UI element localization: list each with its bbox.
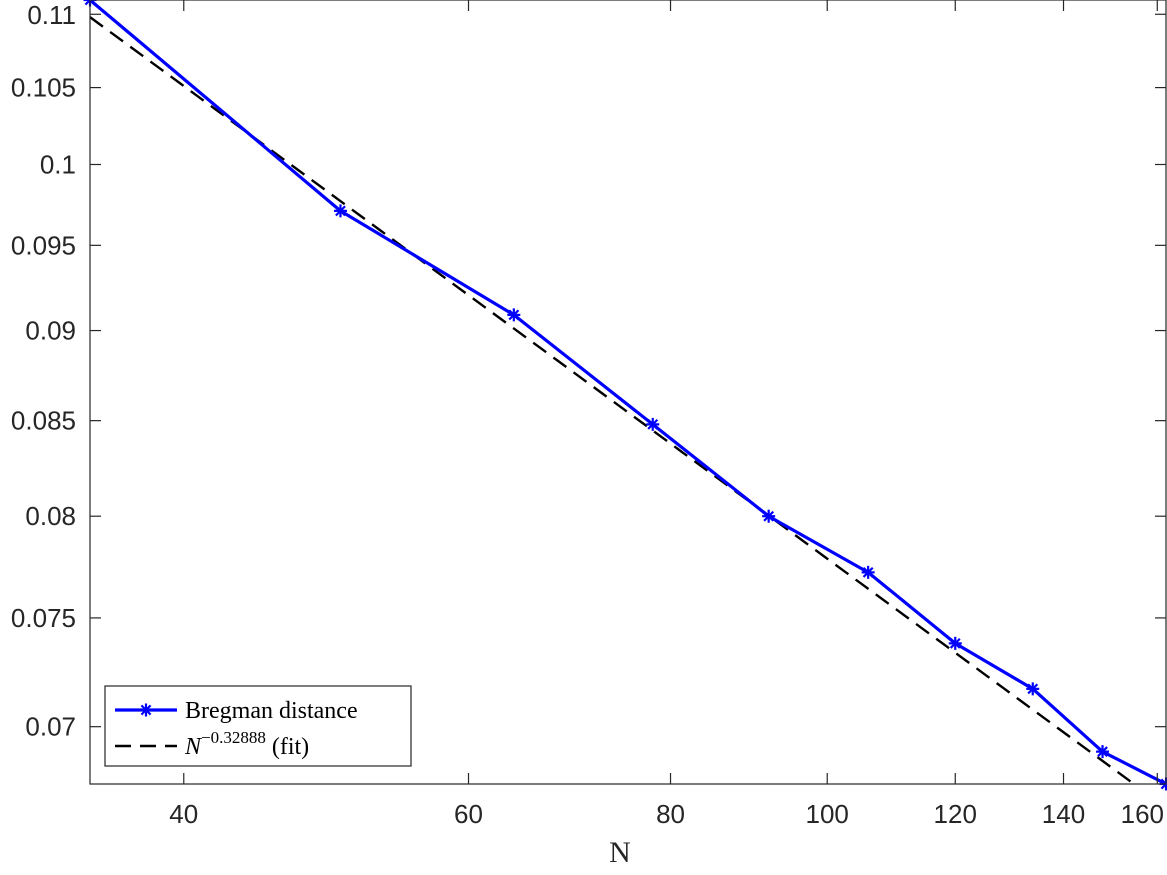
- legend-label-fit: N−0.32888 (fit): [184, 728, 309, 760]
- data-point-bregman: [1026, 682, 1040, 696]
- x-tick-label: 120: [934, 799, 977, 829]
- data-point-bregman: [861, 565, 875, 579]
- legend-box: [104, 685, 412, 767]
- series-line-fit: [90, 16, 1136, 784]
- series-layer: [83, 0, 1167, 791]
- plot-frame: [89, 0, 1167, 785]
- y-tick-label: 0.07: [25, 712, 76, 742]
- legend: Bregman distance N−0.32888 (fit): [104, 685, 412, 767]
- data-point-bregman: [1096, 745, 1110, 759]
- y-tick-label: 0.085: [11, 406, 76, 436]
- data-point-bregman: [948, 636, 962, 650]
- x-tick-label: 160: [1121, 799, 1164, 829]
- y-tick-label: 0.09: [25, 316, 76, 346]
- x-tick-label: 100: [806, 799, 849, 829]
- y-tick-label: 0.08: [25, 501, 76, 531]
- y-tick-label: 0.075: [11, 603, 76, 633]
- x-tick-label: 140: [1042, 799, 1085, 829]
- plot-background: [90, 0, 1166, 784]
- x-tick-label: 60: [454, 799, 483, 829]
- y-tick-label: 0.11: [27, 0, 76, 30]
- x-axis-label: N: [609, 836, 631, 869]
- y-tick-label: 0.105: [11, 73, 76, 103]
- x-tick-labels: 40 60 80 100 120 140 160: [169, 799, 1164, 829]
- y-tick-label: 0.095: [11, 230, 76, 260]
- y-tick-labels: 0.07 0.075 0.08 0.085 0.09 0.095 0.1 0.105 0.11: [11, 0, 76, 742]
- series-line-bregman: [90, 0, 1166, 784]
- legend-label-bregman: Bregman distance: [185, 698, 358, 724]
- x-tick-label: 40: [169, 799, 198, 829]
- data-point-bregman: [333, 204, 347, 218]
- tick-layer: [90, 0, 1166, 784]
- legend-marker-bregman: [139, 703, 153, 717]
- x-tick-label: 80: [656, 799, 685, 829]
- y-tick-label: 0.1: [40, 149, 76, 179]
- data-point-bregman: [507, 308, 521, 322]
- data-point-bregman: [646, 417, 660, 431]
- data-point-bregman: [762, 509, 776, 523]
